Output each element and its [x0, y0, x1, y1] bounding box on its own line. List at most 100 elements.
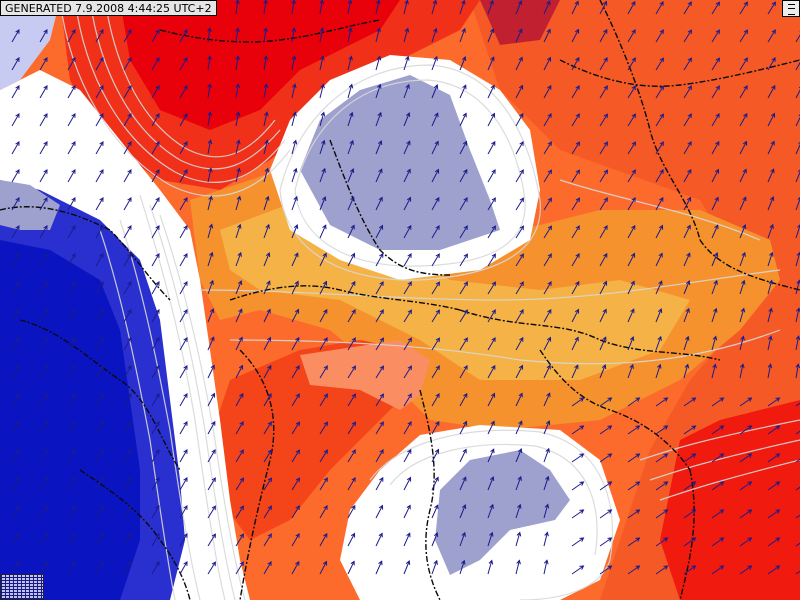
wind-arrow-icon: [711, 307, 718, 323]
wind-arrow-icon: [795, 458, 800, 463]
wind-arrow-icon: [39, 168, 48, 183]
wind-arrow-icon: [571, 425, 585, 435]
wind-arrow-icon: [39, 336, 48, 351]
wind-arrow-icon: [403, 168, 411, 183]
wind-arrow-icon: [95, 280, 104, 295]
wind-arrow-icon: [403, 365, 412, 379]
wind-arrow-icon: [263, 336, 272, 351]
wind-arrow-icon: [767, 509, 781, 519]
wind-arrow-icon: [571, 197, 580, 211]
scroll-bars-glyph: [788, 4, 795, 15]
wind-arrow-icon: [599, 197, 608, 211]
wind-arrow-icon: [431, 168, 440, 183]
wind-arrow-icon: [123, 448, 132, 463]
scroll-bars-icon[interactable]: [782, 0, 800, 17]
wind-arrow-icon: [207, 533, 216, 547]
wind-arrow-icon: [375, 504, 384, 519]
wind-arrow-icon: [179, 532, 188, 547]
wind-arrow-icon: [627, 0, 636, 15]
wind-arrow-icon: [235, 533, 244, 547]
wind-arrow-icon: [487, 281, 496, 295]
wind-arrow-icon: [347, 504, 356, 519]
wind-arrow-icon: [207, 55, 212, 71]
wind-arrow-icon: [235, 0, 240, 15]
wind-arrow-icon: [11, 252, 20, 267]
wind-arrow-icon: [291, 421, 300, 435]
wind-arrow-icon: [123, 504, 132, 519]
wind-arrow-icon: [403, 393, 412, 407]
wind-arrow-icon: [767, 56, 776, 71]
wind-arrow-icon: [375, 337, 384, 351]
wind-arrow-icon: [39, 420, 48, 435]
wind-arrow-icon: [207, 392, 216, 407]
wind-arrow-icon: [11, 140, 20, 155]
wind-arrow-icon: [683, 252, 691, 267]
wind-arrow-icon: [739, 307, 746, 323]
wind-arrow-icon: [739, 481, 753, 491]
wind-arrow-icon: [739, 224, 747, 239]
wind-arrow-icon: [543, 559, 549, 575]
wind-arrow-icon: [151, 336, 160, 351]
wind-arrow-icon: [431, 0, 438, 15]
wind-arrow-icon: [767, 363, 773, 379]
wind-arrow-icon: [711, 29, 720, 43]
wind-arrow-icon: [347, 308, 356, 323]
wind-arrow-icon: [11, 448, 20, 463]
wind-arrow-icon: [235, 27, 240, 43]
wind-arrow-icon: [543, 28, 551, 43]
wind-arrow-icon: [179, 392, 188, 407]
wind-arrow-icon: [39, 280, 48, 295]
wind-arrow-icon: [235, 223, 242, 239]
wind-arrow-icon: [123, 364, 132, 379]
wind-arrow-icon: [683, 397, 697, 407]
legend-grid-icon[interactable]: [0, 574, 44, 600]
wind-arrow-icon: [123, 336, 132, 351]
wind-arrow-icon: [571, 537, 585, 547]
wind-arrow-icon: [543, 531, 549, 547]
wind-arrow-icon: [291, 167, 298, 183]
wind-arrow-icon: [431, 448, 440, 463]
wind-arrow-icon: [207, 139, 213, 155]
wind-arrow-icon: [291, 55, 297, 71]
wind-arrow-icon: [683, 85, 692, 99]
wind-arrow-icon: [179, 140, 188, 155]
wind-arrow-icon: [39, 448, 48, 463]
wind-arrow-icon: [207, 364, 215, 379]
wind-arrow-icon: [543, 308, 552, 323]
wind-arrow-icon: [123, 532, 132, 547]
wind-arrow-icon: [95, 364, 104, 379]
wind-arrow-icon: [739, 509, 753, 519]
wind-arrow-icon: [403, 560, 411, 575]
wind-arrow-icon: [95, 560, 104, 575]
wind-arrow-icon: [319, 504, 328, 519]
wind-arrow-icon: [151, 504, 160, 519]
wind-arrow-icon: [599, 169, 608, 183]
wind-arrow-icon: [431, 224, 440, 239]
wind-arrow-icon: [263, 308, 271, 323]
wind-arrow-icon: [767, 565, 781, 575]
wind-arrow-icon: [263, 533, 272, 547]
wind-arrow-icon: [67, 420, 76, 435]
wind-arrow-icon: [739, 168, 747, 183]
wind-arrow-icon: [207, 111, 213, 127]
wind-arrow-icon: [459, 168, 468, 183]
wind-arrow-icon: [319, 560, 328, 575]
wind-arrow-icon: [235, 308, 243, 323]
wind-arrow-icon: [739, 537, 753, 547]
wind-arrow-icon: [263, 83, 269, 99]
wind-arrow-icon: [711, 252, 719, 267]
wind-arrow-icon: [515, 197, 524, 211]
wind-arrow-icon: [347, 55, 353, 71]
wind-arrow-icon: [151, 196, 160, 211]
wind-arrow-icon: [655, 481, 669, 491]
wind-arrow-icon: [487, 531, 494, 547]
wind-arrow-icon: [767, 335, 773, 351]
wind-arrow-icon: [179, 308, 188, 323]
wind-arrow-icon: [543, 112, 552, 127]
wind-arrow-icon: [291, 560, 300, 575]
wind-arrow-icon: [11, 336, 20, 351]
wind-arrow-icon: [683, 307, 690, 323]
wind-arrow-icon: [403, 55, 410, 71]
wind-arrow-icon: [67, 84, 76, 99]
